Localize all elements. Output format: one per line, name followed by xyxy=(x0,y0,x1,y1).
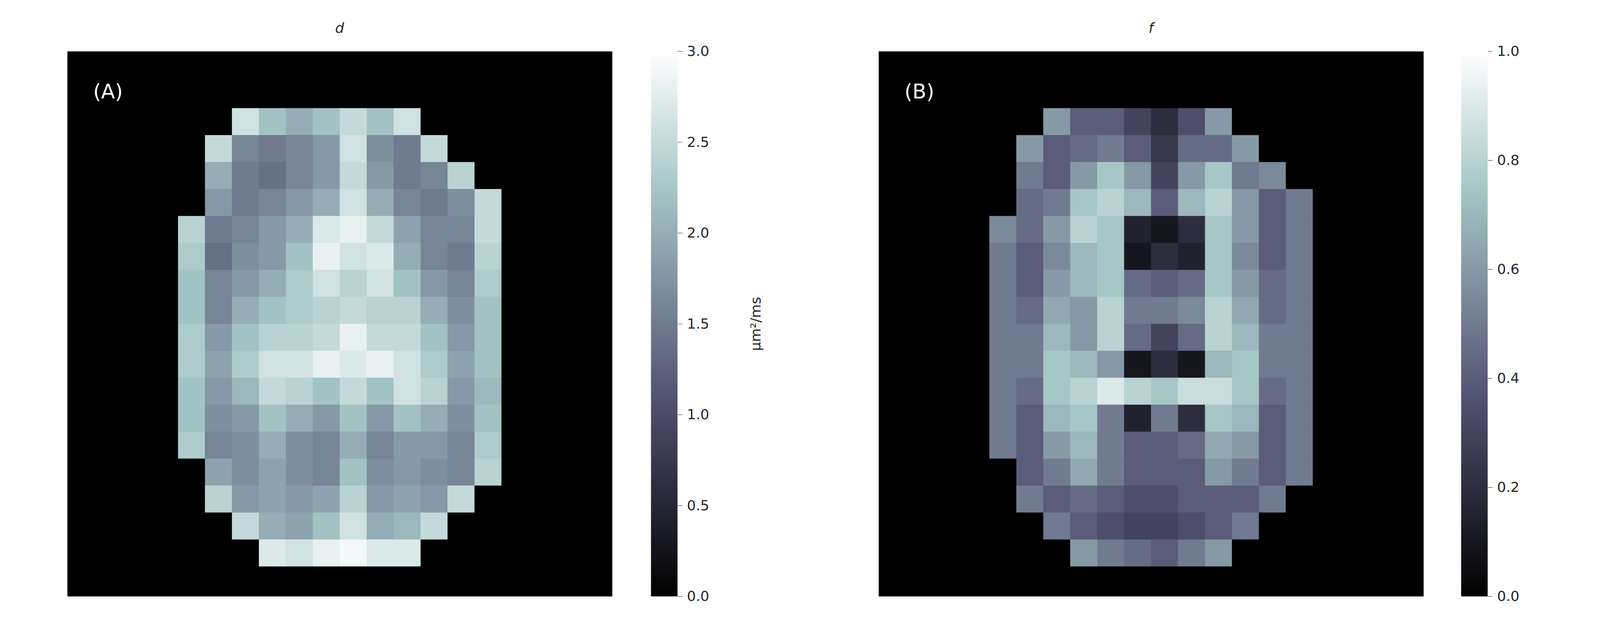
svg-text:0.8: 0.8 xyxy=(1497,151,1520,168)
svg-text:0.4: 0.4 xyxy=(1497,369,1520,386)
svg-text:0.0: 0.0 xyxy=(1497,587,1520,604)
svg-text:3.0: 3.0 xyxy=(687,42,710,59)
svg-text:1.0: 1.0 xyxy=(1497,42,1520,59)
svg-text:μm²/ms: μm²/ms xyxy=(747,296,764,351)
svg-text:0.5: 0.5 xyxy=(687,497,710,514)
svg-text:0.6: 0.6 xyxy=(1497,260,1520,277)
svg-text:0.2: 0.2 xyxy=(1497,478,1520,495)
svg-text:1.5: 1.5 xyxy=(687,315,710,332)
html-text:f: f xyxy=(1148,19,1154,36)
svg-text:2.0: 2.0 xyxy=(687,224,710,241)
svg-text:1.0: 1.0 xyxy=(687,406,710,423)
svg-text:2.5: 2.5 xyxy=(687,133,710,150)
svg-text:(A): (A) xyxy=(93,79,124,104)
svg-text:(B): (B) xyxy=(904,79,935,104)
html-text:d: d xyxy=(335,19,345,36)
svg-text:0.0: 0.0 xyxy=(687,587,710,604)
